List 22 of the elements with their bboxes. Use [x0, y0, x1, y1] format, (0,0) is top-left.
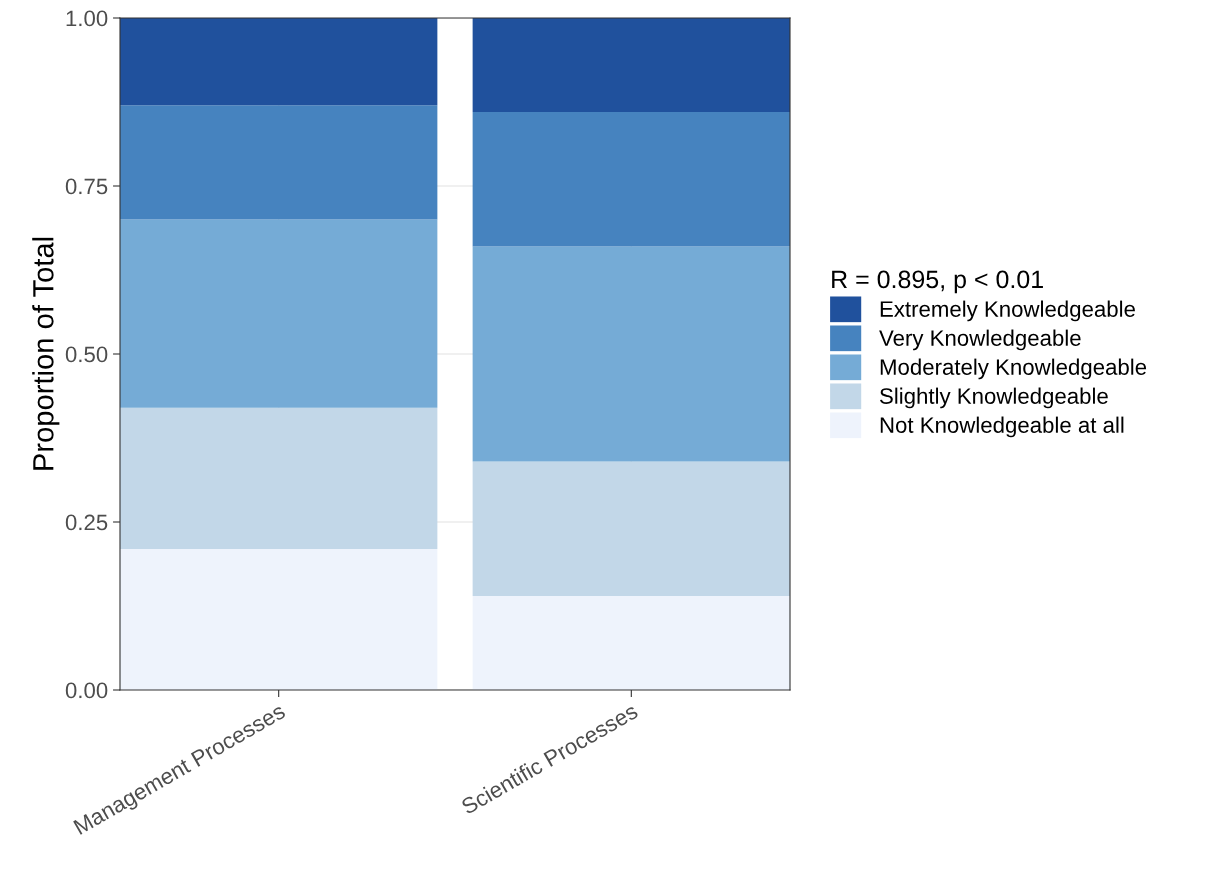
legend-title: R = 0.895, p < 0.01 — [832, 270, 1043, 294]
y-tick-label: 0.75 — [65, 178, 108, 195]
bar — [120, 105, 438, 220]
bar — [472, 112, 790, 247]
bar — [472, 461, 790, 596]
y-tick-label: 0.00 — [65, 682, 108, 699]
bar — [120, 407, 438, 549]
legend-label: Not Knowledgeable at all — [880, 416, 1124, 438]
legend-label: Extremely Knowledgeable — [880, 300, 1135, 322]
bar — [472, 246, 790, 462]
bar — [472, 595, 790, 690]
legend-label: Moderately Knowledgeable — [880, 358, 1147, 380]
bar — [120, 219, 438, 408]
y-tick-label: 1.00 — [66, 10, 108, 27]
legend-label: Very Knowledgeable — [879, 329, 1081, 351]
bar — [120, 18, 438, 106]
y-tick-label: 0.50 — [65, 346, 108, 363]
y-tick-label: 0.25 — [65, 514, 108, 531]
legend-label: Slightly Knowledgeable — [880, 387, 1108, 409]
y-axis-title: Proportion of Total — [32, 237, 60, 470]
bar — [472, 18, 790, 113]
bar — [120, 548, 438, 690]
